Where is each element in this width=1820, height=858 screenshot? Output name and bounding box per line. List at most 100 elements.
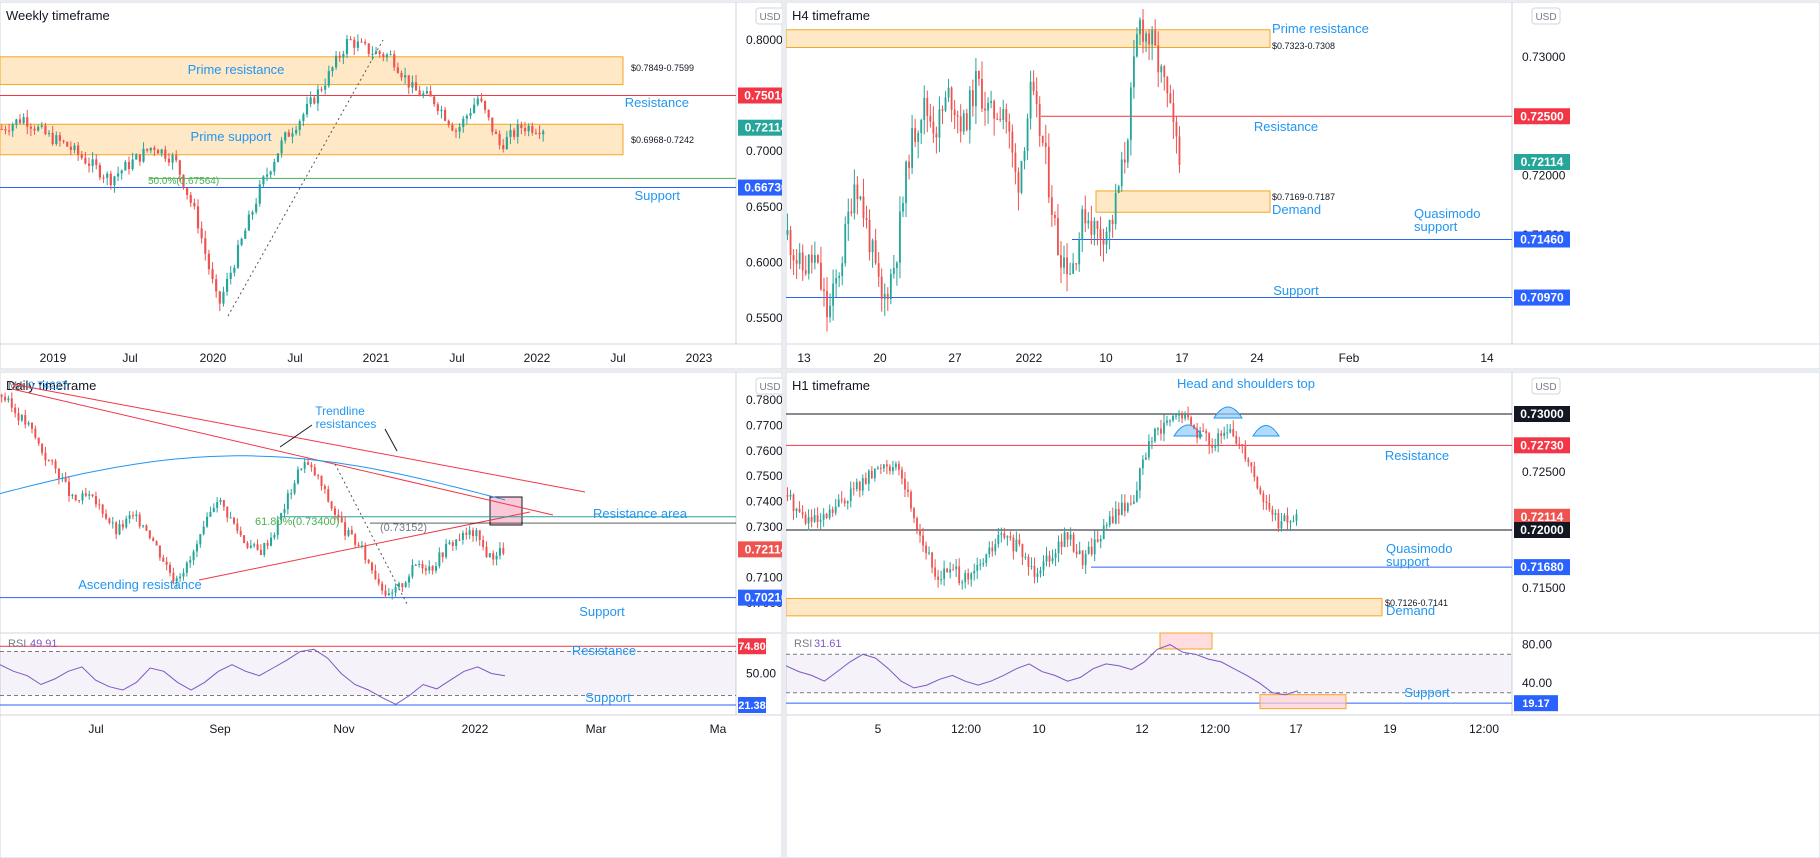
candle [337, 509, 340, 524]
candle [255, 197, 258, 215]
candle [305, 96, 309, 118]
candle [377, 573, 380, 586]
candle [485, 541, 488, 558]
candle [94, 491, 97, 508]
candle [162, 554, 165, 562]
candle [433, 95, 436, 107]
candle [111, 516, 114, 529]
rsi-tick: 50.00 [746, 667, 776, 681]
candle [27, 420, 30, 427]
candle [1196, 422, 1199, 444]
candle [1015, 531, 1018, 553]
candle [999, 107, 1002, 123]
candle [961, 579, 964, 590]
candle [1072, 532, 1075, 553]
candle [160, 148, 163, 157]
candle [979, 559, 982, 571]
candle [1005, 103, 1008, 134]
candle [908, 154, 910, 180]
candle [1160, 64, 1163, 83]
candle [1175, 116, 1178, 154]
candle [229, 511, 232, 519]
candle [840, 491, 843, 504]
candle [44, 122, 47, 136]
candle [40, 121, 43, 129]
currency-badge: USD [1531, 7, 1561, 25]
candle [295, 125, 298, 136]
zone-demand [1095, 190, 1271, 213]
candle [360, 38, 363, 43]
candle [1078, 541, 1081, 555]
candle [451, 540, 454, 552]
candle [286, 489, 289, 515]
candle [807, 509, 810, 531]
candle [7, 123, 11, 136]
candle [371, 46, 374, 61]
candle [1114, 501, 1117, 525]
candle [323, 483, 326, 494]
price-tag: 0.66730 [738, 179, 782, 196]
candle [179, 573, 182, 582]
candle [226, 506, 229, 523]
candle [384, 584, 387, 598]
candle [1054, 548, 1057, 567]
zone-range: $0.7849-0.7599 [631, 63, 694, 73]
candle [502, 138, 505, 153]
time-tick: 2021 [363, 351, 390, 365]
candle [786, 487, 789, 502]
candle [922, 527, 924, 552]
price-tag-text: 0.70210 [744, 591, 782, 605]
candle [98, 162, 102, 181]
candle [1205, 428, 1208, 442]
candle [189, 191, 192, 208]
candle [108, 517, 111, 525]
candle [434, 561, 437, 574]
candle [874, 228, 877, 265]
candle [898, 460, 900, 476]
candle [1075, 262, 1078, 271]
price-tag: 0.73000 [1514, 406, 1570, 422]
candle [931, 552, 933, 574]
candle [47, 130, 51, 137]
candle [1232, 420, 1235, 438]
candle [382, 52, 385, 62]
candle [877, 252, 880, 287]
candle [354, 533, 357, 549]
candle [438, 547, 441, 569]
candle [345, 35, 349, 59]
candle [795, 248, 798, 280]
candle [940, 570, 943, 585]
candle [1066, 243, 1068, 292]
candle [357, 542, 360, 548]
candle [236, 239, 240, 269]
price-tick: 0.71000 [746, 571, 782, 585]
candle [516, 119, 519, 144]
candle [476, 95, 479, 107]
candle [853, 169, 856, 220]
candle [0, 393, 3, 403]
pattern-label: Head and shoulders top [1177, 376, 1315, 391]
candle [185, 560, 188, 577]
candle [917, 130, 920, 159]
candle [251, 210, 254, 220]
price-tag-text: 0.72114 [745, 542, 782, 556]
time-tick: Jul [449, 351, 464, 365]
candle [327, 65, 330, 88]
candle [1117, 502, 1120, 525]
candle [458, 122, 461, 139]
price-tag: 0.71460 [1514, 231, 1570, 248]
candle [33, 125, 36, 135]
zone-range: $0.7323-0.7308 [1272, 41, 1335, 51]
candle [55, 131, 58, 146]
candle [156, 148, 160, 154]
candle [367, 43, 370, 57]
candle [1145, 452, 1147, 461]
price-tick: 0.73000 [1522, 50, 1566, 64]
panel-title: H1 timeframe [792, 378, 870, 393]
candle [342, 50, 345, 65]
zone-box [786, 597, 1383, 617]
candle [1060, 241, 1062, 284]
candle [135, 510, 138, 522]
candle [469, 108, 472, 120]
candle [204, 230, 207, 261]
